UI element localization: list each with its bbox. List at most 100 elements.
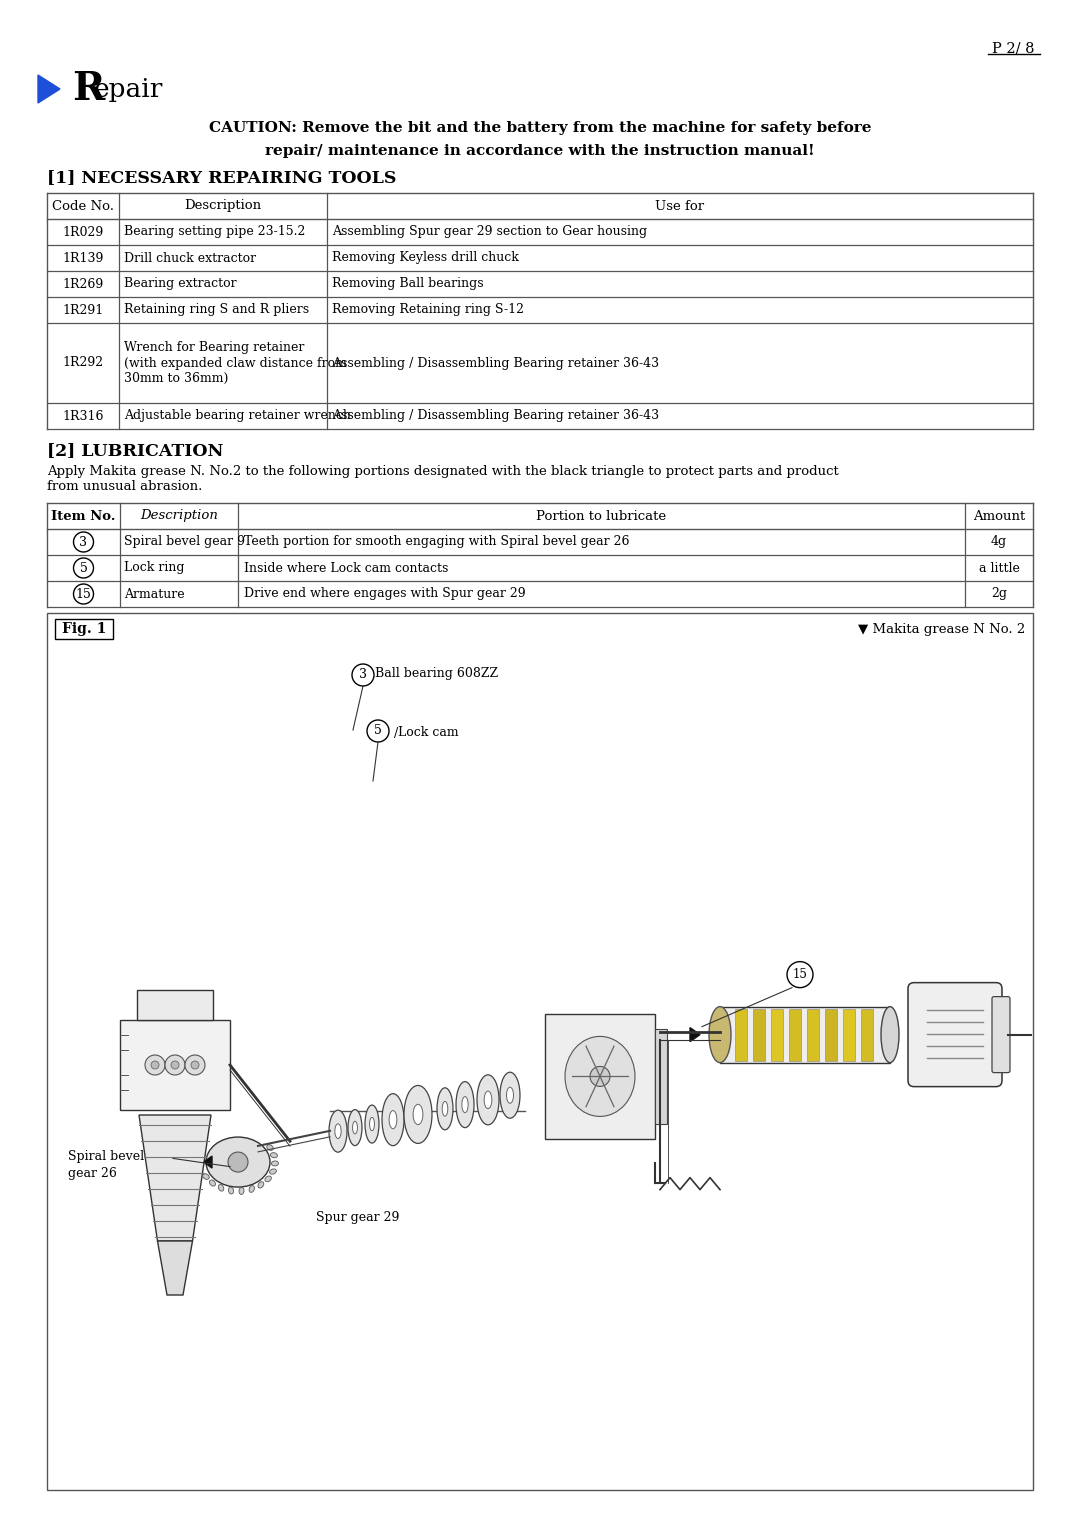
- Ellipse shape: [352, 1121, 357, 1135]
- Ellipse shape: [239, 1188, 244, 1194]
- Ellipse shape: [329, 1110, 347, 1153]
- Ellipse shape: [270, 1170, 276, 1174]
- Ellipse shape: [437, 1087, 453, 1130]
- Bar: [861, 1009, 873, 1061]
- Ellipse shape: [456, 1081, 474, 1127]
- Circle shape: [171, 1061, 179, 1069]
- Text: 3: 3: [80, 536, 87, 548]
- Text: Inside where Lock cam contacts: Inside where Lock cam contacts: [244, 562, 448, 574]
- Text: Retaining ring S and R pliers: Retaining ring S and R pliers: [124, 304, 309, 316]
- Text: 1R292: 1R292: [63, 356, 104, 370]
- Ellipse shape: [500, 1072, 519, 1118]
- Bar: [545, 1014, 654, 1139]
- Text: CAUTION: Remove the bit and the battery from the machine for safety before: CAUTION: Remove the bit and the battery …: [208, 121, 872, 134]
- Bar: [720, 1006, 890, 1063]
- Text: Lock cam: Lock cam: [399, 727, 459, 739]
- Text: Bearing extractor: Bearing extractor: [124, 278, 237, 290]
- Ellipse shape: [881, 1006, 899, 1063]
- Bar: [825, 1009, 837, 1061]
- Text: Item No.: Item No.: [51, 510, 116, 522]
- Text: 15: 15: [793, 968, 808, 982]
- Ellipse shape: [271, 1161, 279, 1167]
- Text: 15: 15: [76, 588, 92, 600]
- Ellipse shape: [265, 1176, 271, 1182]
- Polygon shape: [139, 1115, 211, 1241]
- Text: 4g: 4g: [991, 536, 1007, 548]
- Text: Removing Ball bearings: Removing Ball bearings: [332, 278, 484, 290]
- Ellipse shape: [218, 1185, 224, 1191]
- Text: Lock ring: Lock ring: [124, 562, 185, 574]
- Ellipse shape: [365, 1106, 379, 1144]
- Text: Assembling / Disassembling Bearing retainer 36-43: Assembling / Disassembling Bearing retai…: [332, 409, 659, 423]
- Text: Wrench for Bearing retainer: Wrench for Bearing retainer: [124, 342, 305, 354]
- Ellipse shape: [404, 1086, 432, 1144]
- Ellipse shape: [369, 1118, 375, 1130]
- FancyBboxPatch shape: [120, 1020, 230, 1110]
- FancyBboxPatch shape: [908, 983, 1002, 1087]
- Ellipse shape: [335, 1124, 341, 1139]
- Ellipse shape: [484, 1092, 491, 1109]
- Bar: [771, 1009, 783, 1061]
- Text: Spiral bevel gear 9: Spiral bevel gear 9: [124, 536, 245, 548]
- Text: from unusual abrasion.: from unusual abrasion.: [48, 481, 202, 493]
- Circle shape: [228, 1151, 248, 1173]
- Ellipse shape: [413, 1104, 423, 1124]
- Text: (with expanded claw distance from: (with expanded claw distance from: [124, 356, 347, 370]
- Text: Code No.: Code No.: [52, 200, 114, 212]
- Polygon shape: [38, 75, 60, 102]
- Ellipse shape: [267, 1145, 273, 1150]
- Text: epair: epair: [94, 76, 163, 101]
- Text: ▼ Makita grease N No. 2: ▼ Makita grease N No. 2: [858, 623, 1025, 635]
- Text: [1] NECESSARY REPAIRING TOOLS: [1] NECESSARY REPAIRING TOOLS: [48, 169, 396, 186]
- Ellipse shape: [210, 1180, 216, 1186]
- Bar: [48, 612, 1032, 1490]
- Ellipse shape: [462, 1096, 468, 1113]
- Text: Portion to lubricate: Portion to lubricate: [537, 510, 666, 522]
- Circle shape: [151, 1061, 159, 1069]
- Text: 3: 3: [359, 669, 367, 681]
- Ellipse shape: [229, 1186, 233, 1194]
- Circle shape: [367, 721, 389, 742]
- Text: Description: Description: [140, 510, 218, 522]
- Text: repair/ maintenance in accordance with the instruction manual!: repair/ maintenance in accordance with t…: [266, 144, 814, 157]
- Bar: [735, 1009, 747, 1061]
- Text: Spiral bevel
gear 26: Spiral bevel gear 26: [68, 1150, 144, 1180]
- Bar: [789, 1009, 801, 1061]
- Text: Drive end where engages with Spur gear 29: Drive end where engages with Spur gear 2…: [244, 588, 526, 600]
- Text: Armature: Armature: [124, 588, 185, 600]
- Polygon shape: [690, 1028, 700, 1041]
- Ellipse shape: [442, 1101, 448, 1116]
- Text: 30mm to 36mm): 30mm to 36mm): [124, 371, 228, 385]
- Text: 1R291: 1R291: [63, 304, 104, 316]
- Ellipse shape: [507, 1087, 513, 1104]
- Text: Description: Description: [185, 200, 261, 212]
- Text: Use for: Use for: [656, 200, 704, 212]
- Circle shape: [185, 1055, 205, 1075]
- Text: Removing Retaining ring S-12: Removing Retaining ring S-12: [332, 304, 524, 316]
- Ellipse shape: [203, 1174, 210, 1179]
- Ellipse shape: [477, 1075, 499, 1125]
- Ellipse shape: [258, 1182, 264, 1188]
- Text: [2] LUBRICATION: [2] LUBRICATION: [48, 443, 224, 460]
- Bar: [137, 989, 213, 1020]
- Circle shape: [191, 1061, 199, 1069]
- Ellipse shape: [206, 1138, 270, 1186]
- Text: Fig. 1: Fig. 1: [62, 621, 106, 637]
- Polygon shape: [158, 1241, 192, 1295]
- Ellipse shape: [382, 1093, 404, 1145]
- Bar: [654, 1029, 667, 1124]
- Text: 1R029: 1R029: [63, 226, 104, 238]
- Text: Drill chuck extractor: Drill chuck extractor: [124, 252, 256, 264]
- Circle shape: [145, 1055, 165, 1075]
- Ellipse shape: [270, 1153, 278, 1157]
- Circle shape: [352, 664, 374, 686]
- Text: a little: a little: [978, 562, 1020, 574]
- Polygon shape: [204, 1156, 212, 1168]
- Text: Ball bearing 608ZZ: Ball bearing 608ZZ: [375, 666, 498, 680]
- Text: Apply Makita grease N. No.2 to the following portions designated with the black : Apply Makita grease N. No.2 to the follo…: [48, 464, 839, 478]
- Text: R: R: [72, 70, 105, 108]
- Ellipse shape: [708, 1006, 731, 1063]
- Bar: [55, 618, 113, 638]
- Text: Adjustable bearing retainer wrench: Adjustable bearing retainer wrench: [124, 409, 351, 423]
- FancyBboxPatch shape: [993, 997, 1010, 1072]
